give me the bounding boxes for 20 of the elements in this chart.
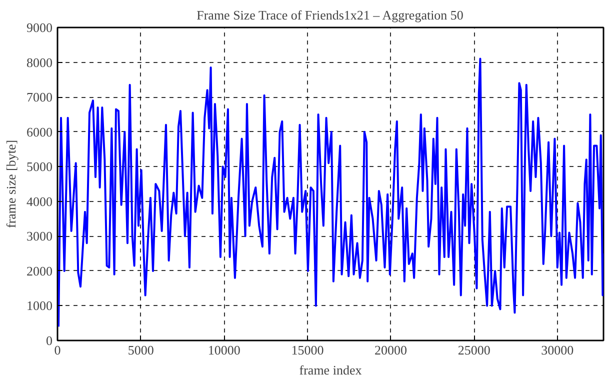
chart-title: Frame Size Trace of Friends1x21 – Aggregation 50 [196, 8, 464, 22]
y-tick-label: 3000 [26, 228, 52, 244]
x-tick-label: 10000 [208, 342, 240, 358]
y-tick-label: 2000 [26, 263, 52, 278]
x-tick-label: 20000 [374, 342, 407, 358]
line-series [58, 58, 604, 328]
y-axis-title: frame size [byte] [4, 140, 18, 228]
x-tick-label: 30000 [541, 342, 574, 358]
x-tick-label: 15000 [291, 342, 324, 358]
y-tick-label: 7000 [26, 90, 52, 105]
y-tick-label: 5000 [26, 159, 52, 174]
y-tick-label: 1000 [26, 298, 52, 314]
y-tick-label: 8000 [26, 54, 52, 70]
y-tick-label: 9000 [26, 20, 52, 35]
x-tick-label: 25000 [458, 342, 490, 358]
y-tick-label: 0 [46, 333, 52, 348]
y-tick-label: 6000 [26, 124, 52, 140]
y-tick-label: 4000 [26, 194, 52, 209]
x-axis-title: frame index [299, 362, 362, 378]
x-tick-label: 5000 [128, 342, 154, 358]
